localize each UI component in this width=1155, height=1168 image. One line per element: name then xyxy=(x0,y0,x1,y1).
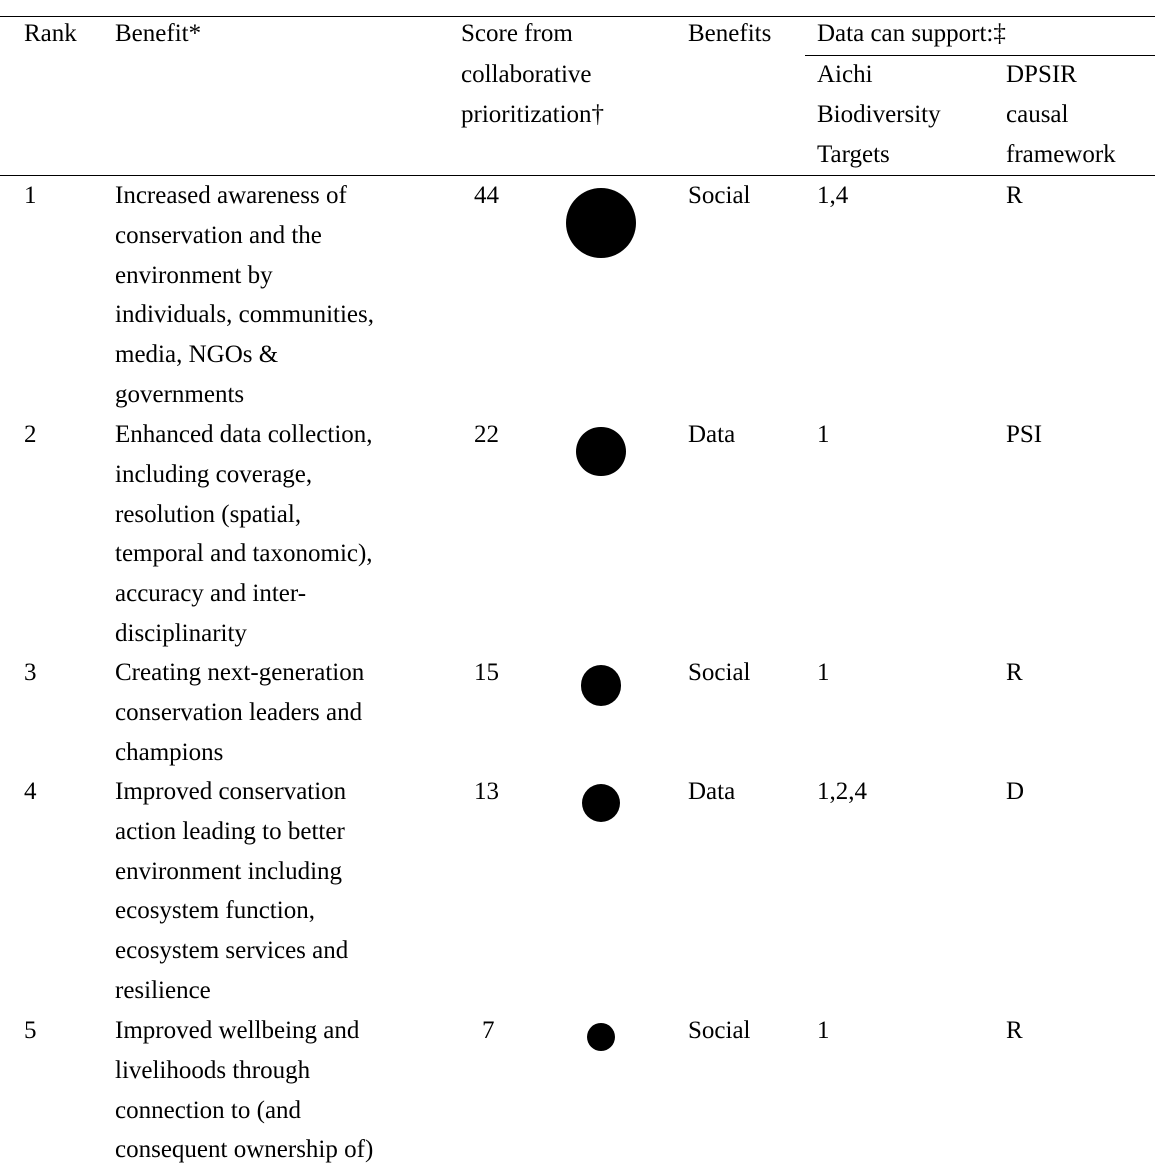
row-aichi-targets: 1 xyxy=(817,659,830,686)
row-benefits-type: Data xyxy=(688,421,736,448)
row-benefit-line: ecosystem function, xyxy=(115,897,315,925)
row-dpsir: PSI xyxy=(1006,421,1043,448)
row-benefits-type: Social xyxy=(688,659,751,686)
header-aichi-line-2: Biodiversity xyxy=(817,101,941,128)
score-dot xyxy=(566,188,636,258)
row-benefit-line: accuracy and inter- xyxy=(115,580,307,608)
row-benefit-line: action leading to better xyxy=(115,817,345,845)
row-benefit-line: champions xyxy=(115,738,224,766)
row-benefit-line: Creating next-generation xyxy=(115,659,365,686)
header-score-line-3: prioritization† xyxy=(461,101,605,128)
header-dpsir-line-1: DPSIR xyxy=(1006,61,1077,88)
header-benefit: Benefit* xyxy=(115,20,202,47)
support-group-rule xyxy=(805,55,1155,56)
row-benefit-line: Improved wellbeing and xyxy=(115,1017,360,1044)
row-aichi-targets: 1 xyxy=(817,421,830,448)
row-benefit-line: governments xyxy=(115,381,245,408)
table-top-rule xyxy=(0,16,1155,17)
score-dot xyxy=(580,665,622,706)
header-bottom-rule xyxy=(0,175,1155,176)
row-aichi-targets: 1,2,4 xyxy=(817,778,867,805)
row-score: 15 xyxy=(474,659,499,686)
row-benefit-line: resolution (spatial, xyxy=(115,500,302,528)
row-dpsir: R xyxy=(1006,182,1023,209)
header-support-group: Data can support:‡ xyxy=(817,20,1006,47)
row-aichi-targets: 1,4 xyxy=(817,182,849,209)
header-dpsir-line-2: causal xyxy=(1006,101,1069,128)
row-benefit-line: disciplinarity xyxy=(115,620,247,647)
header-rank: Rank xyxy=(24,20,77,47)
row-dpsir: R xyxy=(1006,1017,1023,1044)
row-score: 44 xyxy=(474,182,499,209)
score-dot xyxy=(587,1023,615,1051)
row-score: 7 xyxy=(482,1017,495,1044)
row-dpsir: R xyxy=(1006,659,1023,686)
row-benefit-line: ecosystem services and xyxy=(115,937,349,965)
row-benefit-line: consequent ownership of) xyxy=(115,1136,374,1164)
row-benefits-type: Social xyxy=(688,1017,751,1044)
row-benefit-line: individuals, communities, xyxy=(115,301,375,329)
row-benefits-type: Data xyxy=(688,778,736,805)
row-benefit-line: including coverage, xyxy=(115,460,313,488)
row-benefit-line: Enhanced data collection, xyxy=(115,421,373,448)
row-score: 22 xyxy=(474,421,499,448)
header-benefits: Benefits xyxy=(688,20,772,47)
row-dpsir: D xyxy=(1006,778,1025,805)
row-benefit-line: environment including xyxy=(115,857,343,885)
row-benefit-line: conservation leaders and xyxy=(115,698,363,726)
row-benefit-line: livelihoods through xyxy=(115,1056,311,1084)
header-aichi-line-1: Aichi xyxy=(817,61,873,88)
row-benefits-type: Social xyxy=(688,182,751,209)
row-benefit-line: connection to (and xyxy=(115,1096,302,1124)
row-benefit-line: Increased awareness of xyxy=(115,182,347,209)
row-benefit-line: environment by xyxy=(115,261,273,289)
header-dpsir-line-3: framework xyxy=(1006,141,1116,168)
row-benefit-line: Improved conservation xyxy=(115,778,347,805)
row-rank: 5 xyxy=(24,1017,37,1044)
header-score-line-2: collaborative xyxy=(461,61,592,88)
row-benefit-line: conservation and the xyxy=(115,221,322,249)
row-score: 13 xyxy=(474,778,499,805)
header-aichi-line-3: Targets xyxy=(817,141,890,168)
row-benefit-line: temporal and taxonomic), xyxy=(115,540,373,568)
score-dot xyxy=(581,784,621,823)
row-rank: 4 xyxy=(24,778,37,805)
header-score-line-1: Score from xyxy=(461,20,573,47)
score-dot xyxy=(576,427,626,477)
row-benefit-line: resilience xyxy=(115,977,211,1004)
row-rank: 1 xyxy=(24,182,37,209)
row-benefit-line: media, NGOs & xyxy=(115,341,279,369)
row-aichi-targets: 1 xyxy=(817,1017,830,1044)
row-rank: 3 xyxy=(24,659,37,686)
row-rank: 2 xyxy=(24,421,37,448)
